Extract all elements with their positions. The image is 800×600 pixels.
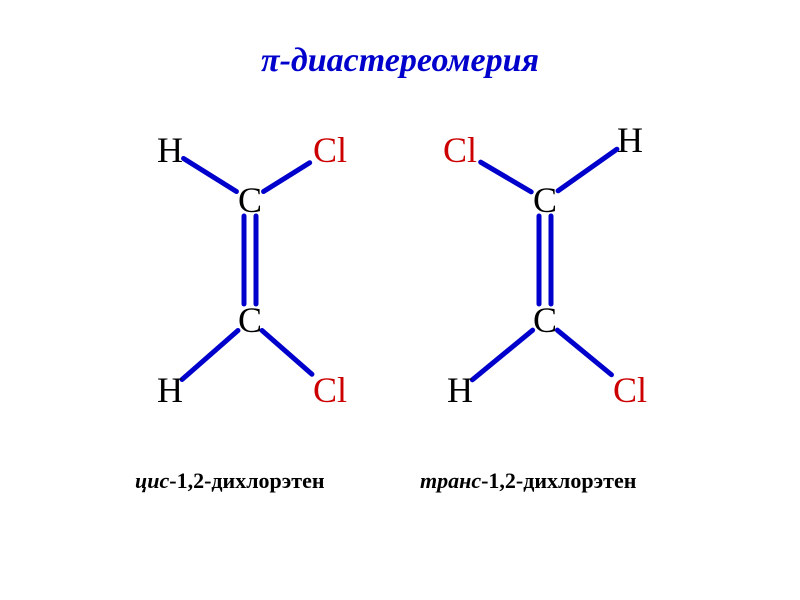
cis-bond: [182, 331, 238, 380]
trans-atom-c2: C: [533, 300, 557, 340]
caption-cis-rest: -1,2-дихлорэтен: [169, 468, 324, 493]
caption-trans: транс-1,2-дихлорэтен: [420, 468, 636, 494]
cis-bond: [262, 331, 312, 375]
trans-bond: [558, 149, 617, 191]
caption-cis-prefix: цис: [135, 468, 169, 493]
trans-atom-cl2: Cl: [613, 370, 647, 410]
trans-atom-h2: H: [447, 370, 473, 410]
cis-atom-h1: H: [157, 130, 183, 170]
caption-trans-rest: -1,2-дихлорэтен: [481, 468, 636, 493]
cis-bond: [184, 158, 237, 191]
cis-atom-c1: C: [238, 180, 262, 220]
cis-atom-c2: C: [238, 300, 262, 340]
molecule-diagram: C C H Cl H Cl C C Cl H H Cl: [0, 0, 800, 600]
cis-atom-cl1: Cl: [313, 130, 347, 170]
cis-bond: [264, 163, 310, 192]
trans-atom-c1: C: [533, 180, 557, 220]
trans-bond: [557, 330, 611, 375]
caption-trans-prefix: транс: [420, 468, 481, 493]
trans-bond: [481, 162, 532, 192]
caption-cis: цис-1,2-дихлорэтен: [135, 468, 325, 494]
trans-bond: [472, 330, 532, 380]
cis-atom-cl2: Cl: [313, 370, 347, 410]
cis-atom-h2: H: [157, 370, 183, 410]
trans-atom-h1: H: [617, 120, 643, 160]
trans-atom-cl1: Cl: [443, 130, 477, 170]
